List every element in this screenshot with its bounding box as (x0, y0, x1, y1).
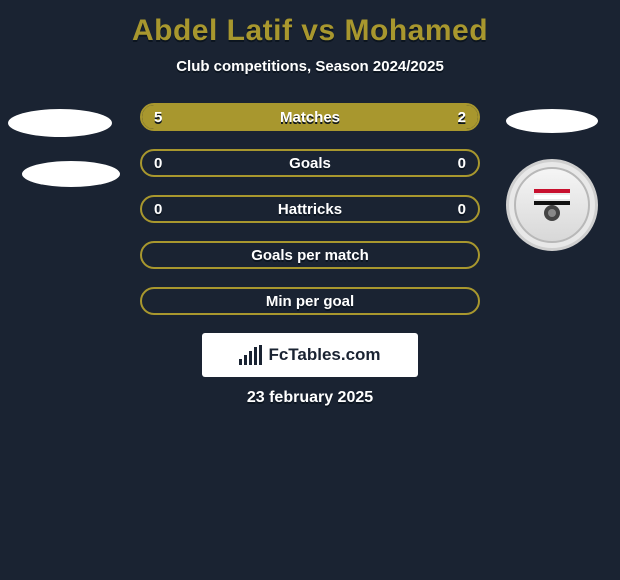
brand-badge: FcTables.com (202, 333, 418, 377)
stat-label: Goals (142, 155, 478, 172)
player-avatar-left-1 (8, 109, 112, 137)
stat-label: Matches (142, 109, 478, 126)
bars-icon (239, 345, 262, 365)
stat-row: Min per goal (140, 287, 480, 315)
main-area: 52Matches 00Goals 00Hattricks Goals per mat… (0, 103, 620, 407)
club-badge-right (506, 159, 598, 251)
stat-label: Min per goal (142, 293, 478, 310)
brand-text: FcTables.com (268, 345, 380, 365)
player-avatar-left-2 (22, 161, 120, 187)
footer-date: 23 february 2025 (0, 389, 620, 407)
stat-row: Goals per match (140, 241, 480, 269)
comparison-card: Abdel Latif vs Mohamed Club competitions… (0, 0, 620, 407)
page-title: Abdel Latif vs Mohamed (0, 8, 620, 58)
stat-row: 00Hattricks (140, 195, 480, 223)
player-avatar-right-1 (506, 109, 598, 133)
stat-row: 00Goals (140, 149, 480, 177)
stat-rows: 52Matches 00Goals 00Hattricks Goals per mat… (140, 103, 480, 315)
subtitle: Club competitions, Season 2024/2025 (0, 58, 620, 75)
stat-row: 52Matches (140, 103, 480, 131)
stat-label: Goals per match (142, 247, 478, 264)
club-crest-icon (514, 167, 590, 243)
stat-label: Hattricks (142, 201, 478, 218)
